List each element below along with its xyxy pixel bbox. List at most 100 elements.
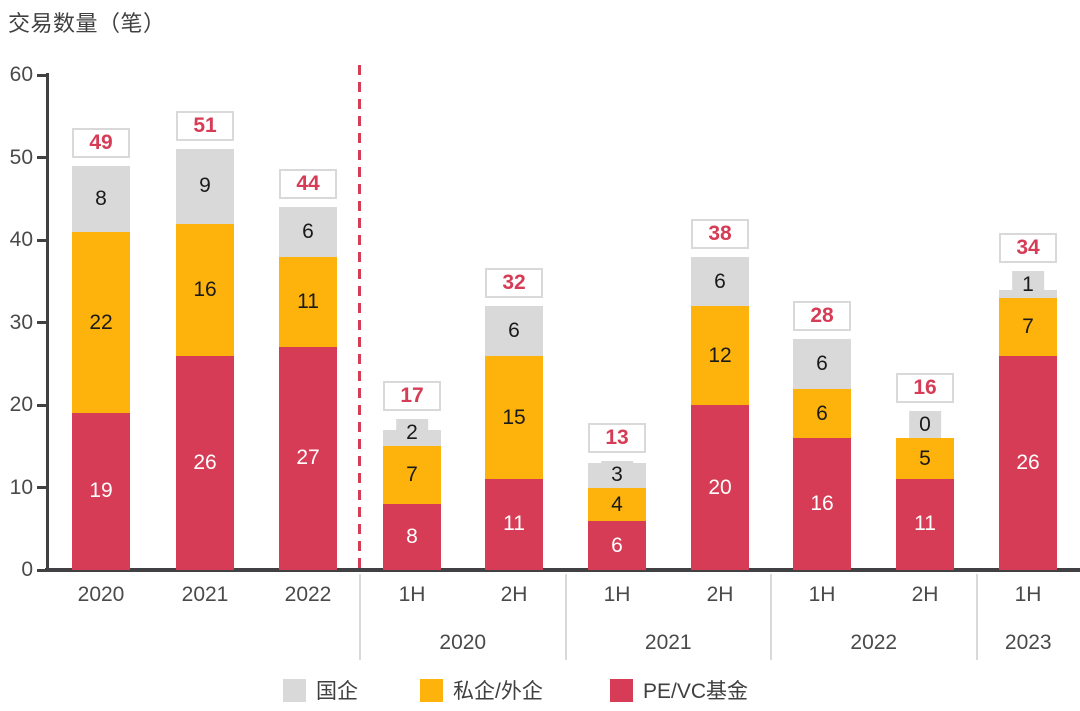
bar-segment-私企/外企 <box>383 446 441 504</box>
soe-swatch-icon <box>283 678 306 702</box>
y-tick <box>37 156 47 159</box>
bar-segment-国企 <box>72 165 130 232</box>
y-tick <box>37 486 47 489</box>
bar-1h-7: 16 6 6 <box>793 339 851 570</box>
bar-segment-PE/VC基金 <box>691 405 749 570</box>
total-value-box: 13 <box>588 422 646 453</box>
total-value-box: 44 <box>279 169 337 199</box>
segment-value: 6 <box>714 269 726 293</box>
x-axis-label: 1H <box>1014 583 1042 606</box>
bar-1h-3: 8 7 2 <box>383 419 441 570</box>
bar-2h-6: 20 12 6 <box>691 256 749 570</box>
total-value-box: 32 <box>485 268 543 298</box>
x-axis-label: 1H <box>398 583 426 606</box>
segment-value: 11 <box>503 512 525 536</box>
total-value-box: 28 <box>793 301 851 331</box>
segment-value: 11 <box>297 289 319 313</box>
x-axis-label: 1H <box>808 583 836 606</box>
total-value-box: 16 <box>896 373 954 403</box>
segment-value: 11 <box>914 512 936 536</box>
segment-value-chip: 3 <box>601 460 633 488</box>
legend-label: PE/VC基金 <box>643 680 749 703</box>
bar-segment-私企/外企 <box>588 487 646 521</box>
y-tick <box>37 238 47 242</box>
bar-2020-0: 19 22 8 <box>72 165 130 570</box>
bar-1h-5: 6 4 3 <box>588 460 646 570</box>
bar-2h-8: 11 5 0 <box>896 411 954 570</box>
annual-halfyear-divider-line <box>358 65 361 568</box>
bar-segment-国企 <box>176 149 234 224</box>
bar-2022-2: 27 11 6 <box>279 207 337 570</box>
segment-value: 15 <box>502 405 526 429</box>
bar-1h-9: 26 7 1 <box>999 270 1057 570</box>
segment-value: 12 <box>708 344 732 367</box>
bar-segment-PE/VC基金 <box>72 413 130 570</box>
x-axis <box>45 568 1080 572</box>
total-value-box: 17 <box>383 381 441 412</box>
group-separator <box>770 574 772 660</box>
segment-value: 6 <box>508 319 520 342</box>
x-axis-label: 1H <box>603 583 631 606</box>
segment-value: 26 <box>193 450 217 474</box>
segment-value-chip: 0 <box>909 411 941 438</box>
legend-item-private-foreign: 私企/外企 <box>420 675 543 705</box>
segment-value: 26 <box>1016 450 1040 474</box>
segment-value: 6 <box>302 220 314 243</box>
y-tick <box>37 403 47 407</box>
y-tick <box>37 321 47 324</box>
x-axis-group-label: 2020 <box>439 631 487 654</box>
bar-2021-1: 26 16 9 <box>176 149 234 570</box>
bar-segment-私企/外企 <box>279 256 337 348</box>
segment-value-chip: 1 <box>1012 270 1044 298</box>
total-value-box: 51 <box>176 111 234 142</box>
y-axis <box>46 73 49 570</box>
group-separator <box>359 574 361 660</box>
bar-2h-4: 11 15 6 <box>485 306 543 570</box>
y-tick-label: 60 <box>9 63 33 86</box>
segment-value: 19 <box>89 479 113 503</box>
bar-segment-国企 <box>691 256 749 306</box>
legend-label: 国企 <box>316 680 358 703</box>
bar-segment-PE/VC基金 <box>383 504 441 570</box>
segment-value: 7 <box>406 463 418 487</box>
bar-segment-私企/外企 <box>72 231 130 414</box>
bar-segment-私企/外企 <box>176 223 234 356</box>
x-axis-group-label: 2023 <box>1004 631 1052 654</box>
y-tick <box>37 568 47 572</box>
segment-value: 9 <box>199 174 211 198</box>
pevc-swatch-icon <box>610 678 633 702</box>
x-axis-label: 2H <box>911 583 939 606</box>
group-separator <box>975 574 978 660</box>
total-value-box: 49 <box>72 127 130 158</box>
segment-value: 5 <box>919 447 931 470</box>
segment-value: 4 <box>611 492 623 516</box>
x-axis-label: 2021 <box>181 583 229 606</box>
y-tick-label: 50 <box>9 145 33 169</box>
segment-value: 16 <box>810 492 834 515</box>
legend: 国企 私企/外企 PE/VC基金 <box>0 675 1080 703</box>
bar-segment-PE/VC基金 <box>588 520 646 570</box>
segment-value-chip: 2 <box>396 419 428 447</box>
segment-value: 20 <box>708 476 732 499</box>
bar-segment-PE/VC基金 <box>176 355 234 570</box>
y-tick <box>37 73 47 77</box>
bar-segment-私企/外企 <box>485 355 543 480</box>
segment-value: 7 <box>1022 314 1034 338</box>
total-value-box: 38 <box>691 218 749 249</box>
segment-value: 27 <box>296 446 320 470</box>
chart-title: 交易数量（笔） <box>8 11 166 36</box>
legend-item-pevc: PE/VC基金 <box>610 675 748 705</box>
legend-item-soe: 国企 <box>283 675 358 705</box>
legend-label: 私企/外企 <box>453 680 543 703</box>
bar-segment-国企 <box>485 306 543 356</box>
bar-segment-PE/VC基金 <box>793 438 851 570</box>
x-axis-group-label: 2022 <box>850 631 898 654</box>
y-tick-label: 10 <box>9 475 33 499</box>
x-axis-label: 2H <box>500 583 528 606</box>
total-value-box: 34 <box>999 232 1057 263</box>
y-tick-label: 20 <box>9 393 33 416</box>
bar-segment-国企 <box>793 339 851 389</box>
bar-segment-私企/外企 <box>691 306 749 405</box>
segment-value: 6 <box>611 533 623 557</box>
x-axis-label: 2022 <box>284 583 332 606</box>
